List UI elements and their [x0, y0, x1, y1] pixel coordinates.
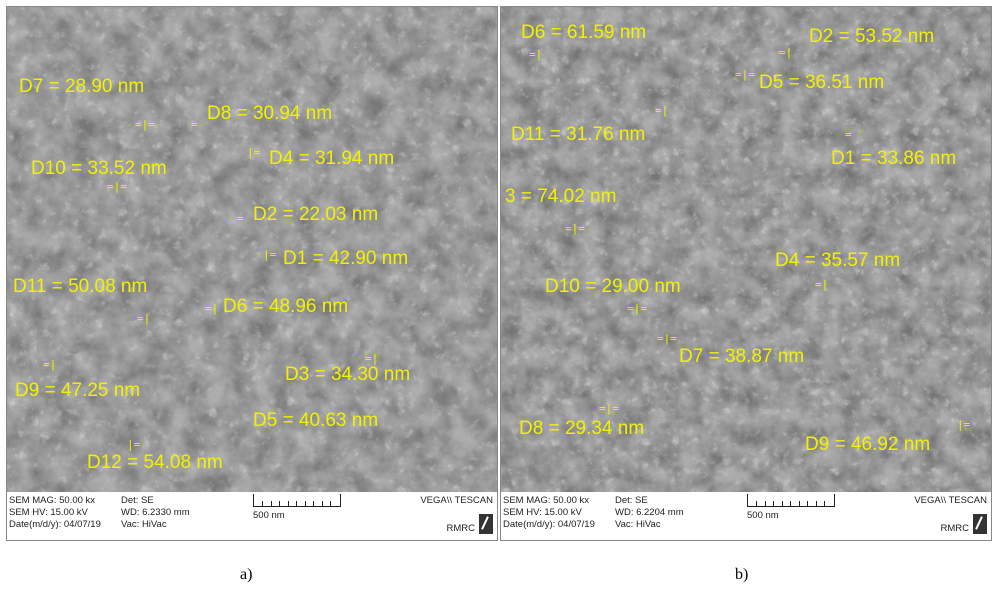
lab-text: RMRC — [940, 523, 970, 534]
measurement-label-d3: D3 = 34.30 nm — [285, 364, 411, 385]
sem-databar-a: SEM MAG: 50.00 kx SEM HV: 15.00 kV Date(… — [7, 492, 497, 540]
working-distance-text: WD: 6.2330 mm — [121, 507, 190, 518]
measurement-label-d10: D10 = 29.00 nm — [545, 276, 681, 297]
vendor-text: VEGA\\ TESCAN — [420, 495, 493, 506]
measurement-label-d5: D5 = 36.51 nm — [759, 72, 885, 93]
measurement-label-d4: D4 = 31.94 nm — [269, 148, 395, 169]
measurement-marker: |= — [263, 248, 277, 261]
measurement-marker: =|= — [735, 68, 755, 81]
measurement-label-d8: D8 = 29.34 nm — [519, 418, 645, 439]
measurement-marker: =| — [365, 352, 379, 365]
measurement-marker: =|= — [657, 332, 677, 345]
measurement-label-d6: D6 = 48.96 nm — [223, 296, 349, 317]
measurement-marker: |= — [957, 418, 971, 431]
magnification-text: SEM MAG: 50.00 kx — [9, 495, 96, 506]
measurement-marker: =| — [815, 278, 829, 291]
sem-databar-b: SEM MAG: 50.00 kx SEM HV: 15.00 kV Date(… — [501, 492, 991, 540]
measurement-marker: =|= — [627, 302, 647, 315]
measurement-label-d7: D7 = 28.90 nm — [19, 76, 145, 97]
detector-text: Det: SE — [121, 495, 154, 506]
measurement-label-d11: D11 = 31.76 nm — [511, 124, 646, 145]
measurement-marker: |= — [247, 146, 261, 159]
voltage-text: SEM HV: 15.00 kV — [9, 507, 88, 518]
measurement-label-d8: D8 = 30.94 nm — [207, 103, 333, 124]
measurement-marker: =|= — [107, 180, 127, 193]
vacuum-text: Vac: HiVac — [121, 519, 167, 530]
scale-bar-label: 500 nm — [747, 510, 779, 521]
measurement-marker: =|= — [565, 222, 585, 235]
measurement-marker: |= — [127, 438, 141, 451]
working-distance-text: WD: 6.2204 mm — [615, 507, 684, 518]
measurement-label-d6: D6 = 61.59 nm — [521, 22, 647, 43]
sem-micrograph-b: D6 = 61.59 nm D2 = 53.52 nm D5 = 36.51 n… — [501, 7, 991, 492]
measurement-marker: =| — [137, 312, 151, 325]
measurement-marker: = — [191, 118, 198, 131]
scale-bar — [253, 494, 341, 507]
sem-panel-b: D6 = 61.59 nm D2 = 53.52 nm D5 = 36.51 n… — [500, 6, 992, 541]
measurement-label-d11: D11 = 50.08 nm — [13, 276, 148, 297]
measurement-label-d12: D12 = 54.08 nm — [87, 452, 223, 473]
scale-bar-label: 500 nm — [253, 510, 285, 521]
measurement-label-d10: D10 = 33.52 nm — [31, 158, 167, 179]
voltage-text: SEM HV: 15.00 kV — [503, 507, 582, 518]
vacuum-text: Vac: HiVac — [615, 519, 661, 530]
scale-bar — [747, 494, 835, 507]
magnification-text: SEM MAG: 50.00 kx — [503, 495, 590, 506]
measurement-label-d7: D7 = 38.87 nm — [679, 346, 805, 367]
measurement-marker: =| — [655, 104, 669, 117]
date-text: Date(m/d/y): 04/07/19 — [503, 519, 595, 530]
lab-logo-icon — [479, 514, 493, 534]
lab-text: RMRC — [446, 523, 476, 534]
measurement-label-d2: D2 = 53.52 nm — [809, 26, 935, 47]
measurement-label-d3: 3 = 74.02 nm — [505, 186, 617, 207]
measurement-label-d1: D1 = 42.90 nm — [283, 248, 409, 269]
detector-text: Det: SE — [615, 495, 648, 506]
sem-micrograph-a: D7 = 28.90 nm D8 = 30.94 nm D10 = 33.52 … — [7, 7, 497, 492]
measurement-label-d4: D4 = 35.57 nm — [775, 250, 901, 271]
measurement-label-d9: D9 = 47.25 nm — [15, 380, 141, 401]
micrograph-texture-b — [501, 7, 991, 492]
measurement-marker: =| — [43, 358, 57, 371]
measurement-marker: = — [845, 128, 852, 141]
sem-panel-a: D7 = 28.90 nm D8 = 30.94 nm D10 = 33.52 … — [6, 6, 498, 541]
panel-caption-b: b) — [735, 566, 749, 583]
measurement-marker: =|= — [135, 118, 155, 131]
vendor-text: VEGA\\ TESCAN — [914, 495, 987, 506]
measurement-marker: =| — [205, 302, 219, 315]
lab-logo-icon — [973, 514, 987, 534]
measurement-marker: =|= — [599, 402, 619, 415]
measurement-label-d2: D2 = 22.03 nm — [253, 204, 379, 225]
measurement-label-d1: D1 = 33.86 nm — [831, 148, 957, 169]
micrograph-texture-a — [7, 7, 497, 492]
date-text: Date(m/d/y): 04/07/19 — [9, 519, 101, 530]
measurement-label-d5: D5 = 40.63 nm — [253, 410, 379, 431]
measurement-marker: =| — [779, 46, 793, 59]
measurement-label-d9: D9 = 46.92 nm — [805, 434, 931, 455]
panel-caption-a: a) — [240, 566, 253, 583]
measurement-marker: = — [237, 212, 244, 225]
measurement-marker: =| — [529, 48, 543, 61]
